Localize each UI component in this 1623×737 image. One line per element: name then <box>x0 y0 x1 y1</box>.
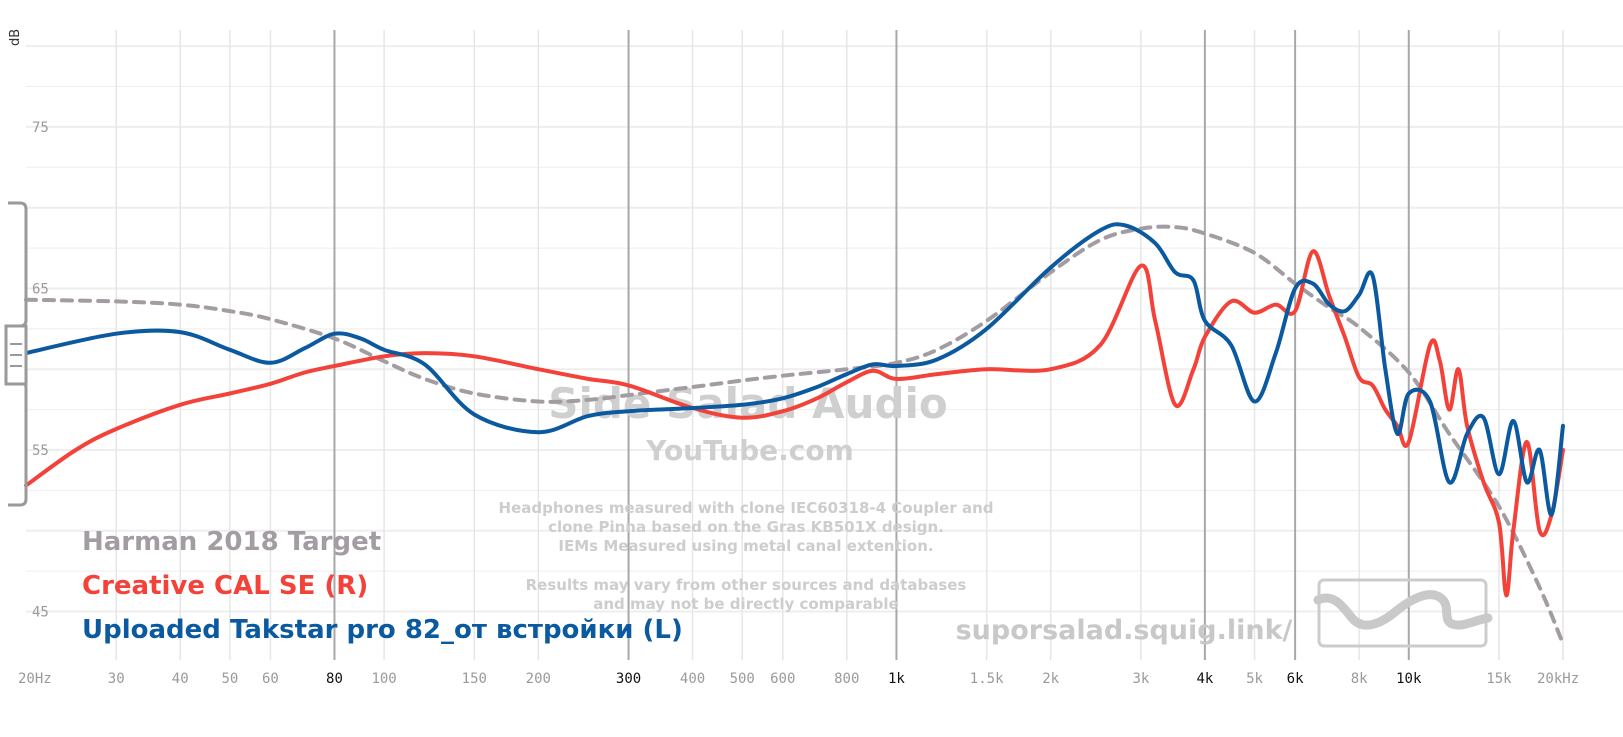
x-tick-label: 8k <box>1351 671 1368 687</box>
x-tick-label: 80 <box>326 671 343 687</box>
x-tick-label: 15k <box>1486 671 1512 687</box>
series-line-2 <box>24 222 1565 517</box>
x-tick-label: 3k <box>1132 671 1149 687</box>
y-tick-labels: 75 65 55 45 <box>32 120 49 621</box>
x-tick-label: 300 <box>616 671 641 687</box>
y-tick-label: 75 <box>32 120 49 136</box>
x-tick-label: 4k <box>1196 671 1213 687</box>
x-tick-label: 30 <box>108 671 125 687</box>
legend-item-takstar-pro-82[interactable]: Uploaded Takstar pro 82_от встройки (L) <box>82 615 683 645</box>
x-tick-label: 600 <box>770 671 795 687</box>
vertical-grid <box>115 30 1564 660</box>
legend-item-harman-target[interactable]: Harman 2018 Target <box>82 527 381 557</box>
legend-item-creative-cal-se[interactable]: Creative CAL SE (R) <box>82 571 368 601</box>
watermark-note-line: clone Pinna based on the Gras KB501X des… <box>548 518 944 536</box>
x-tick-label: 10k <box>1396 671 1422 687</box>
series-group <box>24 222 1565 646</box>
series-line-1 <box>24 249 1565 598</box>
watermark-note-line: Headphones measured with clone IEC60318-… <box>499 499 994 517</box>
watermark: Side Salad Audio YouTube.com Headphones … <box>499 379 1493 648</box>
x-tick-label: 5k <box>1246 671 1263 687</box>
horizontal-grid <box>26 45 1623 613</box>
x-tick-label: 100 <box>371 671 396 687</box>
x-tick-label: 400 <box>680 671 705 687</box>
x-tick-label: 6k <box>1287 671 1304 687</box>
x-tick-label: 800 <box>834 671 859 687</box>
x-tick-label: 40 <box>172 671 189 687</box>
watermark-note-line: Results may vary from other sources and … <box>526 576 967 594</box>
legend: Harman 2018 Target Creative CAL SE (R) U… <box>82 527 683 645</box>
y-axis-unit-label: dB <box>8 28 23 46</box>
x-tick-label: 1k <box>888 671 905 687</box>
vertical-bracket-handle-icon[interactable] <box>4 201 28 507</box>
x-tick-labels: 20Hz 30 40 50 60 80 100 150 200 300 400 500 600 800 1k… <box>18 671 1579 687</box>
x-tick-label: 1.5k <box>970 671 1004 687</box>
y-tick-label: 65 <box>32 281 49 297</box>
x-tick-label: 20Hz <box>18 671 52 687</box>
y-tick-label: 55 <box>32 443 49 459</box>
y-tick-label: 45 <box>32 605 49 621</box>
watermark-note-line: and may not be directly comparable <box>593 595 898 613</box>
x-tick-label: 200 <box>526 671 551 687</box>
squiggle-logo-icon <box>1313 578 1493 648</box>
x-tick-label: 60 <box>262 671 279 687</box>
watermark-note-line: IEMs Measured using metal canal extentio… <box>558 537 933 555</box>
watermark-site: YouTube.com <box>645 434 854 467</box>
x-tick-label: 2k <box>1042 671 1059 687</box>
series-line-0 <box>24 224 1565 646</box>
x-tick-label: 150 <box>462 671 487 687</box>
x-tick-label: 50 <box>221 671 238 687</box>
x-tick-label: 20kHz <box>1537 671 1579 687</box>
x-tick-label: 500 <box>730 671 755 687</box>
watermark-url: suporsalad.squig.link/ <box>956 615 1293 646</box>
